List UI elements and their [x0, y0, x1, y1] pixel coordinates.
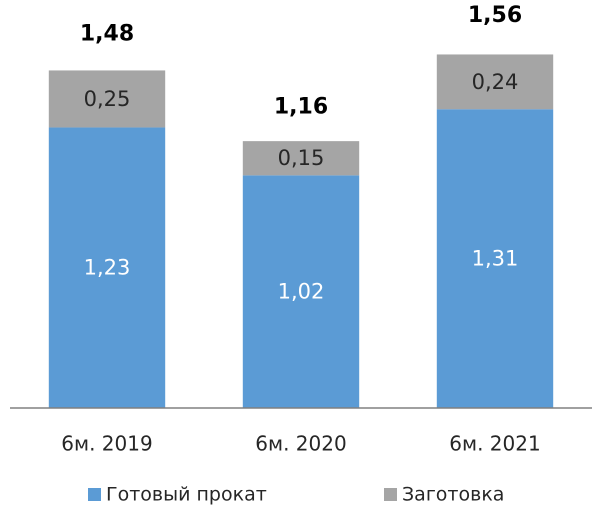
total-label: 1,16	[274, 94, 328, 119]
value-label: 1,02	[278, 280, 325, 304]
total-label: 1,56	[468, 3, 522, 28]
bar-segment	[242, 141, 360, 176]
x-tick-label: 6м. 2020	[255, 432, 346, 456]
x-tick-label: 6м. 2021	[449, 432, 540, 456]
bar-segment	[436, 109, 554, 409]
value-label: 0,25	[84, 87, 131, 111]
value-label: 0,15	[278, 146, 325, 170]
legend-label: Заготовка	[402, 484, 504, 506]
bar-segment	[242, 175, 360, 408]
value-label: 1,23	[84, 256, 131, 280]
legend-swatch	[88, 488, 101, 501]
legend-label: Готовый прокат	[106, 484, 267, 506]
bar-segment	[48, 127, 166, 409]
bar-segment	[436, 54, 554, 110]
x-tick-label: 6м. 2019	[61, 432, 152, 456]
total-label: 1,48	[80, 21, 134, 46]
legend-swatch	[384, 488, 397, 501]
value-label: 1,31	[472, 247, 519, 271]
value-label: 0,24	[472, 70, 519, 94]
bar-segment	[48, 70, 166, 128]
